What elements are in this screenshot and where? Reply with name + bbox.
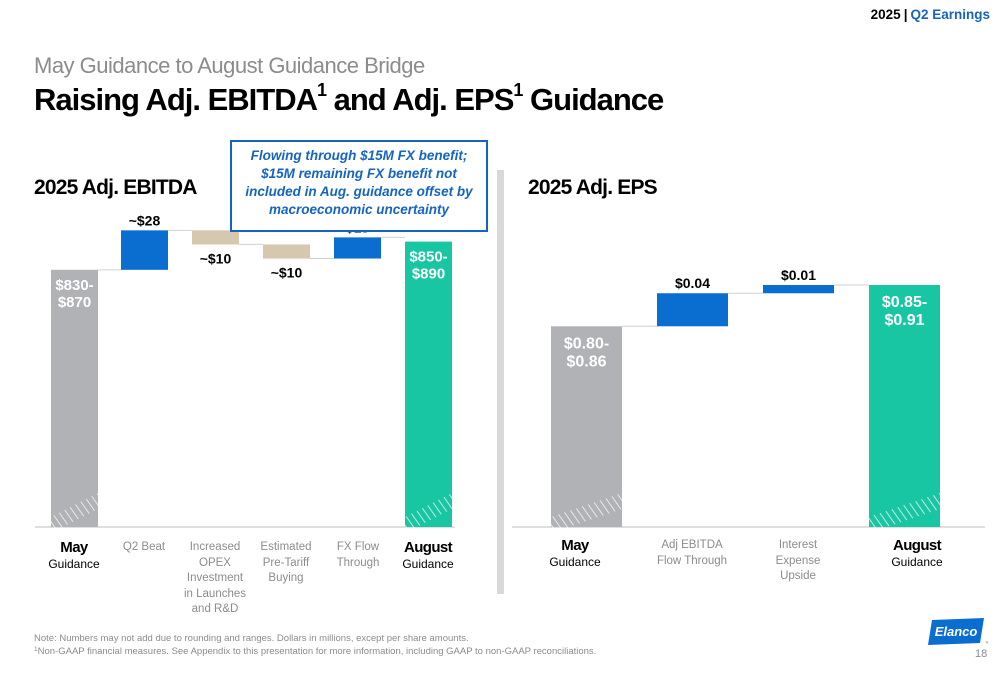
ebitda-category-label-line: OPEX bbox=[199, 556, 231, 569]
logo-trademark: ™ bbox=[985, 641, 988, 646]
eps-category-label-line: Interest bbox=[778, 539, 818, 551]
eps-value-label-2: $0.01 bbox=[781, 267, 816, 283]
eps-bar-1 bbox=[657, 293, 728, 327]
ebitda-category-label-line: Increased bbox=[189, 541, 241, 553]
header-year: 2025 bbox=[870, 7, 901, 22]
section-divider bbox=[497, 170, 504, 594]
ebitda-category-label-4: FX Flow Through bbox=[313, 540, 403, 571]
eps-category-label-2: Interest Expense Upside bbox=[753, 538, 843, 585]
eps-value-label-3: $0.85-$0.91 bbox=[882, 294, 927, 329]
ebitda-category-label-line: Estimated bbox=[260, 541, 312, 553]
ebitda-axis-break-0 bbox=[51, 493, 98, 533]
eps-bar-2 bbox=[763, 284, 834, 294]
ebitda-bar-4 bbox=[334, 237, 381, 259]
eps-axis-break-3 bbox=[869, 493, 940, 533]
eps-category-label-sub: Guidance bbox=[549, 555, 601, 569]
eps-value-label-line: $0.85- bbox=[882, 294, 927, 311]
ebitda-value-label-0: $830-$870 bbox=[55, 277, 93, 311]
eps-axis-break-0 bbox=[551, 493, 622, 533]
ebitda-bar-0 bbox=[51, 269, 98, 527]
ebitda-value-label-line: $890 bbox=[412, 266, 445, 283]
ebitda-axis-break-5 bbox=[405, 493, 452, 533]
ebitda-category-label-bold: August bbox=[403, 539, 453, 556]
eps-category-label-3: August Guidance bbox=[872, 538, 962, 570]
eps-value-label-1: $0.04 bbox=[675, 275, 710, 291]
title-part-3: Guidance bbox=[522, 82, 664, 117]
title-superscript-1: 1 bbox=[316, 80, 327, 100]
ebitda-bar-5 bbox=[405, 241, 452, 527]
eps-category-label-0: May Guidance bbox=[530, 538, 620, 570]
ebitda-bar-1 bbox=[121, 230, 168, 270]
footnote-superscript: 1 bbox=[34, 646, 38, 653]
logo-text: Elanco bbox=[935, 624, 978, 639]
ebitda-category-label-line: in Launches bbox=[183, 587, 247, 600]
header-label: 2025 | Q2 Earnings bbox=[871, 7, 990, 22]
footnote: Note: Numbers may not add due to roundin… bbox=[34, 632, 596, 658]
ebitda-category-label-line: Investment bbox=[186, 572, 244, 584]
eps-category-label-sub: Guidance bbox=[891, 555, 943, 569]
footnote-line-2: 1Non-GAAP financial measures. See Append… bbox=[34, 645, 596, 658]
elanco-logo: Elanco ™ bbox=[928, 618, 988, 646]
ebitda-category-label-1: Q2 Beat bbox=[99, 540, 189, 556]
eps-bar-3 bbox=[869, 284, 940, 527]
title-superscript-2: 1 bbox=[513, 80, 523, 100]
eps-value-label-line: $0.91 bbox=[884, 312, 924, 329]
title-part-2: and Adj. EPS bbox=[326, 82, 515, 117]
ebitda-value-label-line: $870 bbox=[58, 294, 91, 311]
eps-value-label-line: $0.86 bbox=[566, 353, 606, 370]
eps-value-label-0: $0.80-$0.86 bbox=[564, 335, 609, 370]
eps-category-label-line: Adj EBITDA bbox=[661, 539, 723, 551]
eps-category-label-1: Adj EBITDA Flow Through bbox=[647, 538, 737, 569]
ebitda-value-label-line: ~$28 bbox=[129, 212, 161, 228]
ebitda-category-label-5: August Guidance bbox=[383, 540, 473, 572]
eps-value-label-line: $0.80- bbox=[564, 335, 609, 352]
ebitda-value-label-line: ~$10 bbox=[200, 250, 232, 266]
ebitda-value-label-3: ~$10 bbox=[271, 265, 303, 281]
eps-category-label-bold: May bbox=[561, 537, 589, 554]
ebitda-value-label-2: ~$10 bbox=[200, 250, 232, 266]
ebitda-value-label-line: ~$10 bbox=[271, 265, 303, 281]
ebitda-value-label-line: $830- bbox=[55, 277, 93, 294]
ebitda-value-label-5: $850-$890 bbox=[409, 249, 447, 283]
ebitda-bar-2 bbox=[192, 230, 239, 245]
eps-category-label-line: Expense bbox=[775, 554, 821, 567]
ebitda-value-label-1: ~$28 bbox=[129, 212, 161, 228]
eps-category-label-bold: August bbox=[892, 537, 942, 554]
ebitda-value-label-line: $850- bbox=[409, 249, 447, 266]
ebitda-category-label-3: Estimated Pre-Tariff Buying bbox=[241, 540, 331, 587]
eps-bar-0 bbox=[551, 326, 622, 527]
ebitda-category-label-0: May Guidance bbox=[29, 540, 119, 572]
ebitda-category-label-sub: Guidance bbox=[402, 557, 454, 571]
footnote-line-1: Note: Numbers may not add due to roundin… bbox=[34, 633, 469, 644]
ebitda-category-label-line: FX Flow bbox=[336, 541, 380, 553]
fx-callout-box: Flowing through $15M FX benefit; $15M re… bbox=[230, 140, 488, 232]
ebitda-category-label-bold: May bbox=[60, 539, 88, 556]
ebitda-category-label-sub: Guidance bbox=[48, 557, 100, 571]
title-part-1: Raising Adj. EBITDA bbox=[34, 82, 318, 117]
ebitda-chart-title: 2025 Adj. EBITDA bbox=[34, 176, 197, 199]
header-separator: | bbox=[903, 7, 908, 22]
eps-value-label-line: $0.04 bbox=[675, 275, 710, 291]
ebitda-category-label-2: Increased OPEX Investment in Launches and R&… bbox=[170, 540, 260, 618]
header-quarter: Q2 Earnings bbox=[910, 7, 990, 22]
eps-value-label-line: $0.01 bbox=[781, 267, 816, 283]
ebitda-category-label-line: Through bbox=[336, 556, 380, 569]
slide-subtitle: May Guidance to August Guidance Bridge bbox=[34, 53, 425, 78]
slide-title: Raising Adj. EBITDA1 and Adj. EPS1 Guida… bbox=[34, 80, 664, 118]
eps-category-label-line: Flow Through bbox=[656, 554, 728, 567]
eps-category-label-line: Upside bbox=[780, 570, 816, 582]
footnote-text: Non-GAAP financial measures. See Appendi… bbox=[37, 646, 597, 657]
eps-chart-title: 2025 Adj. EPS bbox=[528, 176, 658, 199]
ebitda-category-label-line: and R&D bbox=[191, 603, 239, 615]
ebitda-category-label-line: Buying bbox=[268, 572, 304, 584]
ebitda-category-label-line: Pre-Tariff bbox=[262, 556, 310, 569]
ebitda-bar-3 bbox=[263, 244, 310, 259]
page-number: 18 bbox=[975, 648, 988, 660]
ebitda-category-label-line: Q2 Beat bbox=[122, 541, 166, 553]
